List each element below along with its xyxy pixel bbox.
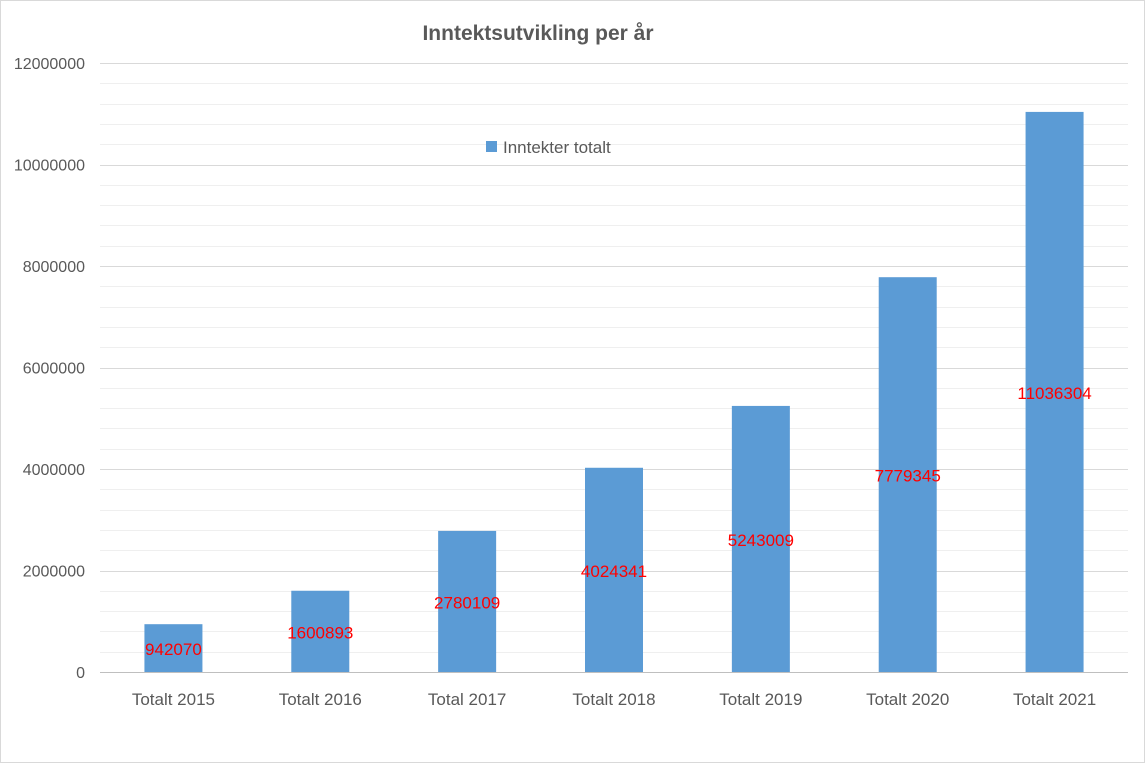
data-label: 1600893 [287,623,353,642]
y-tick-label: 6000000 [23,361,85,378]
x-tick-label: Totalt 2016 [279,690,362,709]
x-tick-label: Totalt 2015 [132,690,215,709]
legend: Inntekter totalt [486,138,611,157]
data-label: 5243009 [728,531,794,550]
legend-label: Inntekter totalt [503,138,611,157]
chart-title: Inntektsutvikling per år [422,22,653,45]
y-tick-label: 10000000 [14,158,85,175]
y-tick-label: 0 [76,665,85,682]
y-tick-label: 8000000 [23,259,85,276]
x-tick-label: Totalt 2020 [866,690,949,709]
bar [291,590,350,672]
bar [585,467,643,672]
data-label: 11036304 [1017,384,1091,403]
data-label: 7779345 [875,467,941,486]
bar [438,530,497,672]
data-label: 2780109 [434,593,500,612]
y-tick-label: 2000000 [23,564,85,581]
bar [731,405,790,672]
x-tick-label: Totalt 2021 [1013,690,1096,709]
x-tick-label: Totalt 2019 [719,690,802,709]
bar [144,624,203,672]
data-label: 942070 [145,640,202,659]
bar [878,277,937,672]
x-tick-label: Totalt 2018 [572,690,655,709]
legend-swatch [486,141,497,152]
y-tick-label: 12000000 [14,56,85,73]
y-tick-label: 4000000 [23,462,85,479]
data-label: 4024341 [581,562,647,581]
bar [1025,111,1084,672]
x-tick-label: Total 2017 [428,690,506,709]
